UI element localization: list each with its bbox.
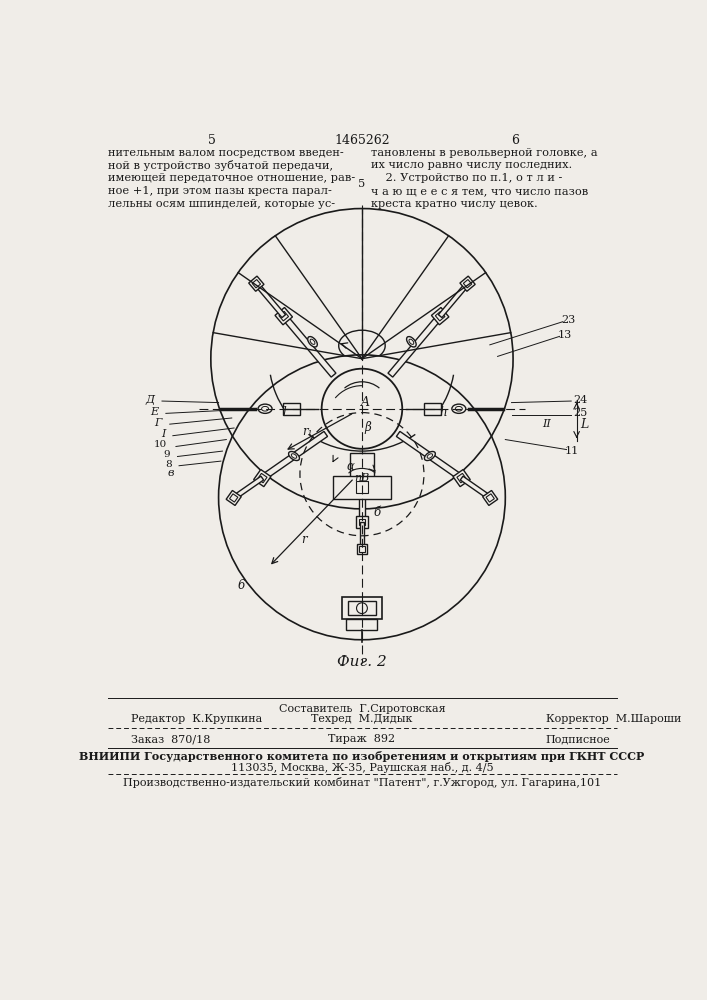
Text: нительным валом посредством введен-: нительным валом посредством введен- [107,148,344,158]
Polygon shape [357,544,367,554]
Text: Фиг. 2: Фиг. 2 [337,655,387,669]
Text: ВНИИПИ Государственного комитета по изобретениям и открытиям при ГКНТ СССР: ВНИИПИ Государственного комитета по изоб… [79,751,645,762]
Polygon shape [388,314,443,377]
Polygon shape [431,307,449,325]
Text: ное +1, при этом пазы креста парал-: ное +1, при этом пазы креста парал- [107,186,332,196]
Bar [356,481,368,493]
Polygon shape [360,522,364,549]
Text: ной в устройство зубчатой передачи,: ной в устройство зубчатой передачи, [107,160,333,171]
Polygon shape [226,490,241,505]
Text: Тираж  892: Тираж 892 [328,734,395,744]
Polygon shape [483,490,498,505]
Bar [341,597,382,619]
Ellipse shape [356,476,368,483]
Text: Техред  М.Дидык: Техред М.Дидык [311,714,413,724]
Polygon shape [438,282,469,318]
Bar [424,403,441,415]
Bar [351,453,373,491]
Polygon shape [249,276,264,291]
Ellipse shape [288,451,300,461]
Text: Г: Г [155,418,162,428]
Polygon shape [260,431,327,481]
Text: лельны осям шпинделей, которые ус-: лельны осям шпинделей, которые ус- [107,199,335,209]
Ellipse shape [452,404,466,413]
Text: Подписное: Подписное [546,734,610,744]
Text: Редактор  К.Крупкина: Редактор К.Крупкина [131,714,262,724]
Text: nB: nB [354,473,370,483]
Text: Е: Е [150,407,158,417]
Polygon shape [254,470,271,487]
Text: 13: 13 [557,330,571,340]
Text: 5: 5 [209,134,216,147]
Text: 2. Устройство по п.1, о т л и -: 2. Устройство по п.1, о т л и - [371,173,563,183]
Text: 24: 24 [573,395,587,405]
Text: имеющей передаточное отношение, рав-: имеющей передаточное отношение, рав- [107,173,355,183]
Bar [332,476,392,499]
Text: 25: 25 [573,408,587,418]
Ellipse shape [407,337,416,347]
Text: 6: 6 [238,579,245,592]
Ellipse shape [308,337,317,347]
Text: 9: 9 [163,450,170,459]
Polygon shape [281,314,336,377]
Text: β: β [365,422,371,434]
Text: 5: 5 [358,179,366,189]
Text: II: II [542,419,551,429]
Text: 113035, Москва, Ж-35, Раушская наб., д. 4/5: 113035, Москва, Ж-35, Раушская наб., д. … [230,762,493,773]
Polygon shape [460,276,475,291]
Text: h: h [440,406,447,419]
Text: r₁: r₁ [303,425,313,438]
Text: 23: 23 [561,315,575,325]
Text: 11: 11 [565,446,579,456]
Text: Заказ  870/18: Заказ 870/18 [131,734,211,744]
Text: 6: 6 [510,134,519,147]
Polygon shape [356,516,368,528]
Bar [283,403,300,415]
Text: Производственно-издательский комбинат "Патент", г.Ужгород, ул. Гагарина,101: Производственно-издательский комбинат "П… [123,777,601,788]
Polygon shape [397,431,463,481]
Text: α: α [346,460,354,473]
Text: 8: 8 [165,460,172,469]
Text: 10: 10 [154,440,168,449]
Polygon shape [453,470,470,487]
Polygon shape [460,476,491,500]
Text: Д: Д [145,395,154,405]
Text: Составитель  Г.Сиротовская: Составитель Г.Сиротовская [279,704,445,714]
Circle shape [356,603,368,614]
Text: креста кратно числу цевок.: креста кратно числу цевок. [371,199,538,209]
Polygon shape [275,307,293,325]
Polygon shape [359,453,365,522]
Text: б: б [374,506,381,519]
Text: Корректор  М.Шароши: Корректор М.Шароши [546,714,681,724]
Bar [348,601,376,615]
Text: A: A [361,396,370,409]
Text: l: l [283,406,286,419]
Bar [346,619,378,630]
Text: r: r [301,533,307,546]
Text: ч а ю щ е е с я тем, что число пазов: ч а ю щ е е с я тем, что число пазов [371,186,588,196]
Polygon shape [255,282,286,318]
Text: 1465262: 1465262 [334,134,390,147]
Text: L: L [580,418,589,431]
Ellipse shape [424,451,436,461]
Text: в: в [168,468,175,478]
Text: I: I [160,429,165,439]
Ellipse shape [258,404,272,413]
Text: тановлены в револьверной головке, а: тановлены в револьверной головке, а [371,148,598,158]
Text: их число равно числу последних.: их число равно числу последних. [371,160,573,170]
Polygon shape [233,476,264,500]
